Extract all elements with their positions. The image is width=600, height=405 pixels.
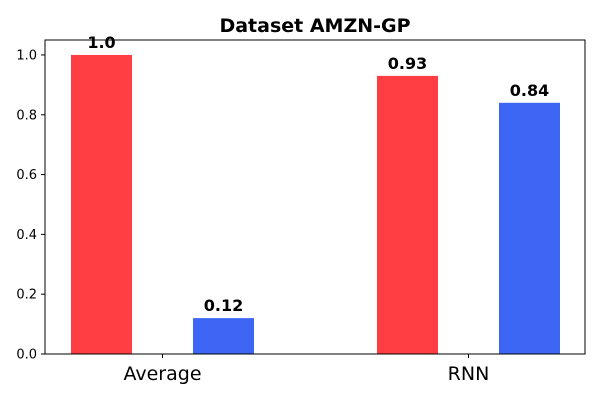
plot-frame: [44, 39, 586, 355]
y-tick-label: 0.8: [16, 108, 37, 123]
y-tick-label: 1.0: [16, 48, 37, 63]
y-tick-label: 0.6: [16, 168, 37, 183]
bar-rnn-series-2: [499, 102, 560, 354]
bar-average-series-1: [71, 54, 132, 354]
y-tick-label: 0.2: [16, 288, 37, 303]
data-label: 0.12: [204, 296, 243, 315]
x-tick-label-average: Average: [123, 363, 201, 385]
data-label: 0.93: [388, 54, 427, 73]
data-labels-layer: 1.0 0.93 0.12 0.84: [87, 33, 549, 315]
data-label: 1.0: [87, 33, 115, 52]
data-label: 0.84: [510, 81, 549, 100]
axes-layer: 0.0 0.2 0.4 0.6 0.8 1.0 Average RNN: [16, 39, 586, 385]
chart-title: Dataset AMZN-GP: [219, 15, 410, 37]
bar-rnn-series-1: [377, 75, 438, 354]
bar-average-series-2: [193, 318, 254, 354]
y-tick-label: 0.0: [16, 348, 37, 363]
x-tick-label-rnn: RNN: [448, 363, 490, 385]
y-tick-label: 0.4: [16, 228, 37, 243]
bars-layer: [71, 54, 560, 354]
